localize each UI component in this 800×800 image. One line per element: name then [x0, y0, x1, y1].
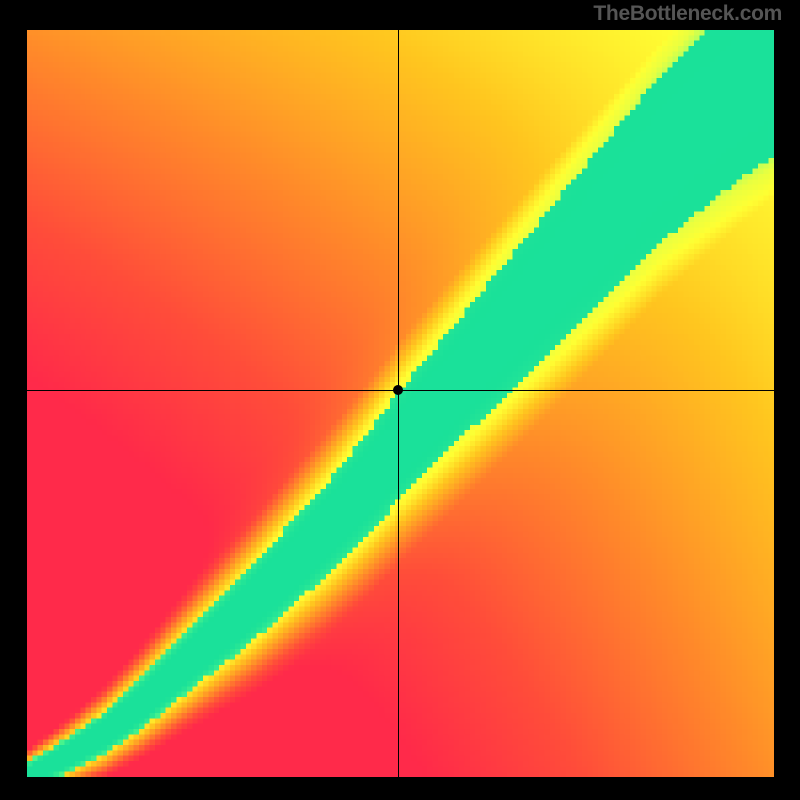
heatmap-canvas — [27, 30, 774, 777]
figure-frame: TheBottleneck.com — [0, 0, 800, 800]
crosshair-vertical — [398, 30, 399, 777]
crosshair-marker — [393, 385, 403, 395]
canvas-wrap — [27, 30, 774, 777]
watermark-text: TheBottleneck.com — [593, 2, 782, 26]
heatmap-plot — [27, 30, 774, 777]
